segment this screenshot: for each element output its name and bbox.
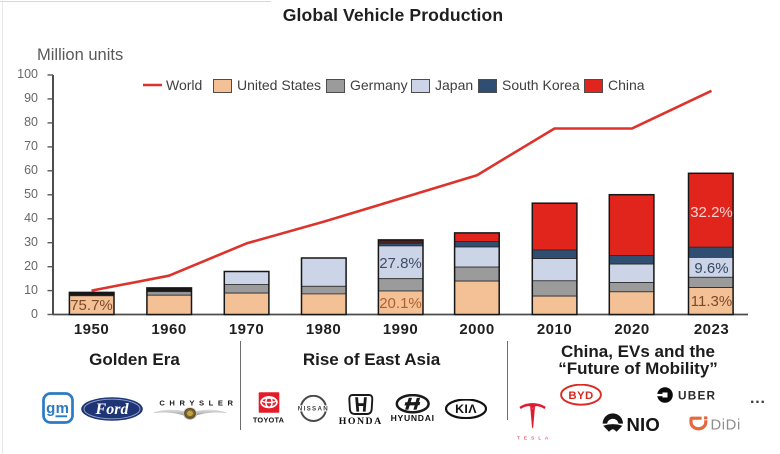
svg-text:UBER: UBER [678, 388, 716, 402]
svg-text:TESLA: TESLA [516, 436, 551, 441]
svg-text:NISSAN: NISSAN [297, 405, 328, 412]
svg-text:Ford: Ford [95, 401, 130, 418]
svg-text:HYUNDAI: HYUNDAI [391, 413, 435, 423]
svg-text:HONDA: HONDA [339, 416, 383, 425]
svg-text:BYD: BYD [568, 390, 593, 402]
svg-text:gm: gm [46, 400, 69, 417]
svg-text:NIO: NIO [626, 414, 660, 432]
svg-text:DiDi: DiDi [711, 417, 741, 432]
svg-text:TOYOTA: TOYOTA [253, 415, 285, 423]
svg-text:KIΛ: KIΛ [455, 402, 477, 416]
svg-text:CHRYSLER: CHRYSLER [159, 399, 234, 408]
